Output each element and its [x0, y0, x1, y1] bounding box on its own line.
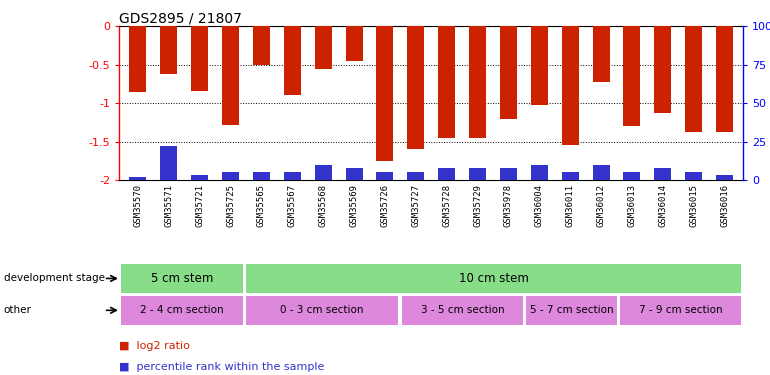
Text: 5 cm stem: 5 cm stem	[150, 272, 213, 285]
Text: GSM35726: GSM35726	[380, 184, 390, 227]
Bar	[253, 26, 270, 64]
Text: GSM36011: GSM36011	[566, 184, 574, 227]
Text: GSM35571: GSM35571	[164, 184, 173, 227]
Bar	[716, 26, 733, 132]
Bar	[500, 168, 517, 180]
Text: other: other	[4, 305, 32, 315]
Bar	[654, 168, 671, 180]
Bar	[500, 26, 517, 118]
Text: 5 - 7 cm section: 5 - 7 cm section	[530, 305, 614, 315]
Bar	[407, 172, 424, 180]
Text: development stage: development stage	[4, 273, 105, 284]
Text: GSM36016: GSM36016	[720, 184, 729, 227]
Bar	[377, 172, 393, 180]
Bar	[531, 165, 547, 180]
Bar	[407, 26, 424, 149]
Bar	[191, 176, 208, 180]
Bar	[315, 165, 332, 180]
Bar	[377, 26, 393, 161]
Bar	[160, 146, 177, 180]
Bar	[716, 176, 733, 180]
Text: GSM35729: GSM35729	[473, 184, 482, 227]
Text: 3 - 5 cm section: 3 - 5 cm section	[420, 305, 504, 315]
Bar	[222, 172, 239, 180]
Bar	[654, 26, 671, 113]
Bar	[469, 168, 486, 180]
Bar	[129, 177, 146, 180]
Bar	[438, 26, 455, 138]
Bar	[121, 296, 243, 325]
Bar	[402, 296, 523, 325]
Bar	[191, 26, 208, 91]
Text: GSM35978: GSM35978	[504, 184, 513, 227]
Bar	[438, 168, 455, 180]
Bar	[121, 264, 243, 293]
Bar	[593, 26, 610, 82]
Bar	[315, 26, 332, 69]
Text: GSM35569: GSM35569	[350, 184, 359, 227]
Bar	[624, 172, 641, 180]
Bar	[685, 172, 702, 180]
Bar	[561, 26, 578, 146]
Text: GSM36013: GSM36013	[628, 184, 636, 227]
Bar	[561, 172, 578, 180]
Text: GSM35728: GSM35728	[442, 184, 451, 227]
Bar	[246, 264, 742, 293]
Bar	[593, 165, 610, 180]
Bar	[469, 26, 486, 138]
Bar	[346, 168, 363, 180]
Bar	[685, 26, 702, 132]
Text: GSM35568: GSM35568	[319, 184, 327, 227]
Bar	[284, 172, 301, 180]
Text: GSM35721: GSM35721	[195, 184, 204, 227]
Bar	[346, 26, 363, 61]
Text: GSM35565: GSM35565	[257, 184, 266, 227]
Text: 0 - 3 cm section: 0 - 3 cm section	[280, 305, 363, 315]
Bar	[620, 296, 742, 325]
Bar	[624, 26, 641, 126]
Text: GSM35570: GSM35570	[133, 184, 142, 227]
Bar	[160, 26, 177, 74]
Bar	[284, 26, 301, 96]
Bar	[527, 296, 617, 325]
Bar	[253, 172, 270, 180]
Text: GDS2895 / 21807: GDS2895 / 21807	[119, 11, 243, 25]
Text: GSM36012: GSM36012	[597, 184, 605, 227]
Text: ■  log2 ratio: ■ log2 ratio	[119, 341, 190, 351]
Text: 10 cm stem: 10 cm stem	[459, 272, 528, 285]
Bar	[246, 296, 398, 325]
Text: 2 - 4 cm section: 2 - 4 cm section	[140, 305, 223, 315]
Bar	[129, 26, 146, 92]
Text: GSM36014: GSM36014	[658, 184, 668, 227]
Text: 7 - 9 cm section: 7 - 9 cm section	[639, 305, 722, 315]
Bar	[222, 26, 239, 124]
Text: GSM35725: GSM35725	[226, 184, 235, 227]
Bar	[531, 26, 547, 105]
Text: ■  percentile rank within the sample: ■ percentile rank within the sample	[119, 362, 325, 372]
Text: GSM36015: GSM36015	[689, 184, 698, 227]
Text: GSM35727: GSM35727	[411, 184, 420, 227]
Text: GSM35567: GSM35567	[288, 184, 296, 227]
Text: GSM36004: GSM36004	[535, 184, 544, 227]
